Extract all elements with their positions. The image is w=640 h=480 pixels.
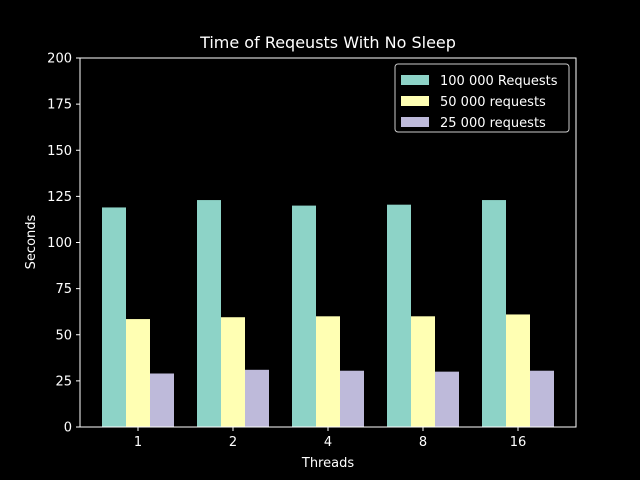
bar-2-16 [506, 314, 530, 427]
y-tick-label: 125 [47, 190, 72, 205]
chart-title: Time of Reqeusts With No Sleep [199, 33, 456, 52]
x-tick-label: 4 [324, 435, 332, 450]
y-tick-label: 75 [55, 282, 72, 297]
bar-3-1 [150, 373, 174, 427]
bar-2-2 [221, 317, 245, 427]
x-axis-label: Threads [301, 456, 354, 471]
legend-label-1: 100 000 Requests [440, 74, 558, 89]
bar-3-16 [530, 370, 554, 427]
bar-2-8 [411, 316, 435, 427]
bar-3-8 [435, 371, 459, 427]
legend-box [394, 63, 570, 133]
legend-label-3: 25 000 requests [440, 116, 546, 131]
x-tick-label: 8 [419, 435, 427, 450]
y-tick-label: 50 [55, 328, 72, 343]
y-tick-label: 175 [47, 98, 72, 113]
bar-3-2 [245, 369, 269, 427]
plot-area: 0 25 50 75 100 125 150 175 200 1 2 4 8 16 [47, 52, 577, 450]
legend-swatch-3 [401, 117, 429, 127]
y-tick-label: 150 [47, 144, 72, 159]
y-tick-label: 200 [47, 52, 72, 67]
bar-2-4 [316, 316, 340, 427]
x-tick-label: 2 [229, 435, 237, 450]
bar-2-1 [126, 319, 150, 427]
legend-swatch-1 [401, 75, 429, 85]
y-tick-label: 25 [55, 374, 72, 389]
x-tick-label: 1 [134, 435, 142, 450]
bar-1-4 [292, 205, 316, 427]
legend-swatch-2 [401, 96, 429, 106]
bar-3-4 [340, 370, 364, 427]
bar-1-8 [387, 204, 411, 427]
bar-1-2 [197, 200, 221, 427]
legend-label-2: 50 000 requests [440, 95, 546, 110]
y-tick-label: 100 [47, 236, 72, 251]
bar-1-1 [102, 207, 126, 427]
legend: 100 000 Requests 50 000 requests 25 000 re… [394, 63, 570, 133]
y-axis-label: Seconds [24, 214, 39, 269]
bar-1-16 [482, 200, 506, 427]
y-tick-label: 0 [64, 421, 72, 436]
x-tick-label: 16 [510, 435, 527, 450]
